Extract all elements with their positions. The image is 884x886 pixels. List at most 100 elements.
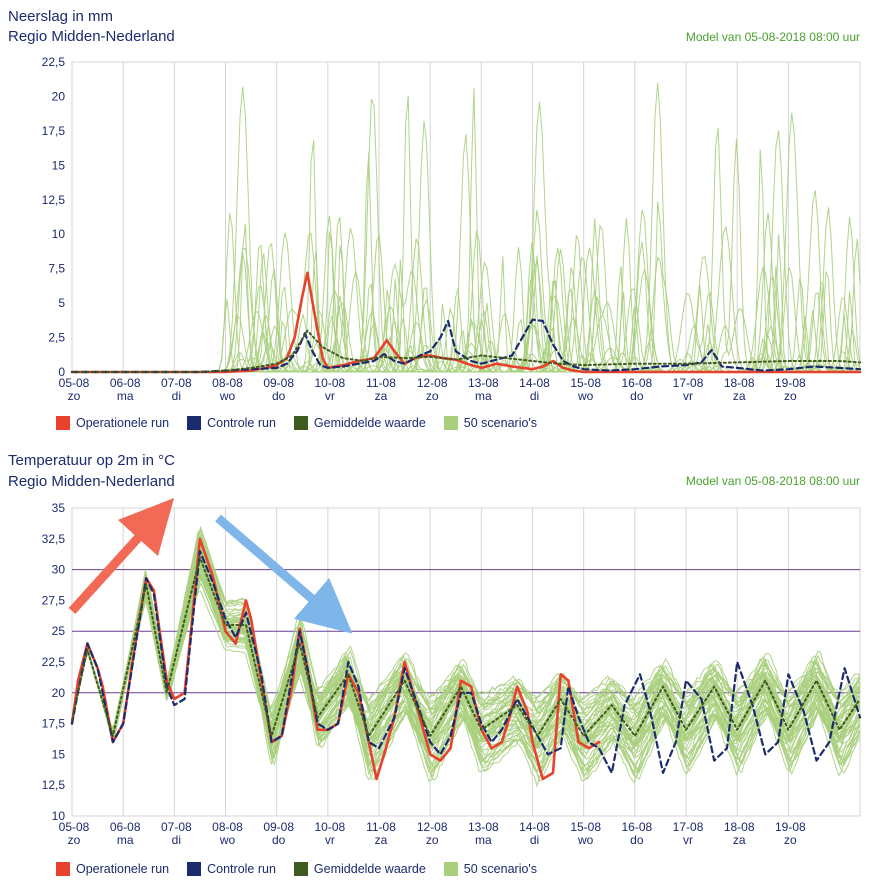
y-tick-label: 22,5 [42, 655, 66, 669]
scenario-line [71, 536, 861, 731]
x-tick-date: 16-08 [622, 820, 653, 834]
scenario-line [72, 152, 860, 373]
mean-value-line [71, 556, 861, 737]
legend-item-control[interactable]: Controle run [187, 416, 276, 430]
precipitation-model-label: Model van 05-08-2018 08:00 uur [685, 30, 860, 44]
legend-item-mean[interactable]: Gemiddelde waarde [293, 416, 426, 430]
scenario-line [72, 86, 860, 373]
x-tick-day: za [375, 389, 388, 403]
mean-value-line [71, 329, 861, 373]
x-tick-day: zo [68, 389, 81, 403]
x-tick-date: 07-08 [161, 376, 192, 390]
y-tick-label: 12,5 [42, 193, 66, 207]
x-tick-date: 09-08 [263, 820, 294, 834]
x-tick-day: za [375, 833, 388, 847]
scenario-lines [72, 82, 861, 373]
scenario-line [71, 559, 861, 730]
precipitation-legend: Operationele run Controle run Gemiddelde… [56, 416, 537, 430]
x-tick-day: vr [325, 389, 335, 403]
y-tick-label: 27,5 [42, 593, 66, 607]
x-tick-date: 12-08 [417, 820, 448, 834]
scenario-line [72, 134, 860, 373]
scenario-line [72, 230, 861, 373]
x-tick-day: di [530, 833, 539, 847]
scenario-line [72, 223, 860, 373]
y-tick-label: 10 [52, 227, 66, 241]
scenario-line [72, 120, 860, 373]
legend-item-operational[interactable]: Operationele run [56, 862, 169, 876]
x-tick-date: 06-08 [110, 820, 141, 834]
arrow-down-annotation [215, 514, 353, 634]
x-tick-date: 14-08 [519, 376, 550, 390]
legend-item-control[interactable]: Controle run [187, 862, 276, 876]
legend-swatch-scenarios [443, 862, 458, 876]
scenario-line [72, 82, 860, 373]
legend-label: Operationele run [76, 862, 170, 876]
precipitation-title: Neerslag in mm [8, 8, 114, 25]
x-tick-date: 17-08 [673, 376, 704, 390]
scenario-line [72, 112, 860, 373]
scenario-line [72, 127, 860, 373]
x-tick-day: vr [683, 833, 693, 847]
control-run-line [70, 550, 862, 774]
x-tick-date: 08-08 [212, 376, 243, 390]
y-tick-label: 25 [52, 624, 66, 638]
scenario-line [71, 551, 861, 782]
operational-run-line [70, 537, 601, 781]
control-run-line [70, 318, 862, 374]
y-tick-label: 12,5 [42, 778, 66, 792]
x-tick-date: 09-08 [263, 376, 294, 390]
precipitation-subtitle: Regio Midden-Nederland [8, 28, 175, 45]
x-tick-date: 10-08 [314, 376, 345, 390]
x-tick-date: 13-08 [468, 376, 499, 390]
temperature-panel: Temperatuur op 2m in °C Regio Midden-Ned… [0, 446, 884, 886]
legend-label: Controle run [207, 416, 276, 430]
y-tick-label: 0 [58, 365, 65, 379]
legend-swatch-operational [56, 416, 70, 430]
temperature-chart: 1012,51517,52022,52527,53032,53505-08zo0… [42, 497, 862, 847]
x-tick-day: zo [784, 833, 797, 847]
x-tick-day: di [172, 389, 181, 403]
x-tick-day: vr [325, 833, 335, 847]
y-tick-label: 20 [52, 686, 66, 700]
x-tick-day: di [172, 833, 181, 847]
y-tick-label: 7,5 [48, 262, 65, 276]
temperature-subtitle: Regio Midden-Nederland [8, 473, 175, 490]
y-tick-label: 15 [52, 158, 66, 172]
y-tick-label: 17,5 [42, 124, 66, 138]
x-tick-day: do [272, 833, 286, 847]
x-tick-date: 15-08 [570, 820, 601, 834]
x-tick-date: 17-08 [673, 820, 704, 834]
scenario-line [72, 223, 860, 373]
x-tick-date: 11-08 [366, 376, 396, 390]
legend-swatch-control [187, 416, 202, 430]
legend-item-mean[interactable]: Gemiddelde waarde [293, 862, 426, 876]
x-tick-day: di [530, 389, 539, 403]
x-tick-day: zo [426, 833, 439, 847]
x-tick-date: 18-08 [724, 820, 755, 834]
x-tick-day: wo [577, 833, 594, 847]
scenario-line [72, 130, 860, 373]
legend-label: Operationele run [76, 416, 170, 430]
y-tick-label: 2,5 [48, 331, 65, 345]
temperature-legend: Operationele run Controle run Gemiddelde… [56, 862, 537, 876]
scenario-line [72, 149, 860, 373]
temperature-title: Temperatuur op 2m in °C [8, 452, 175, 469]
scenario-line [71, 553, 861, 740]
legend-item-operational[interactable]: Operationele run [56, 416, 169, 430]
x-tick-day: vr [683, 389, 693, 403]
x-tick-date: 13-08 [468, 820, 499, 834]
legend-label: 50 scenario's [463, 862, 538, 876]
x-tick-date: 19-08 [775, 376, 806, 390]
legend-item-scenarios[interactable]: 50 scenario's [443, 416, 537, 430]
legend-swatch-operational [56, 862, 70, 876]
legend-swatch-scenarios [443, 416, 458, 430]
precipitation-panel: Neerslag in mm Regio Midden-Nederland Mo… [0, 0, 884, 440]
legend-label: Gemiddelde waarde [313, 862, 426, 876]
x-tick-date: 08-08 [212, 820, 243, 834]
legend-item-scenarios[interactable]: 50 scenario's [443, 862, 538, 876]
x-tick-date: 12-08 [417, 376, 448, 390]
x-tick-date: 19-08 [775, 820, 806, 834]
legend-swatch-mean [293, 416, 308, 430]
scenario-line [72, 87, 860, 373]
